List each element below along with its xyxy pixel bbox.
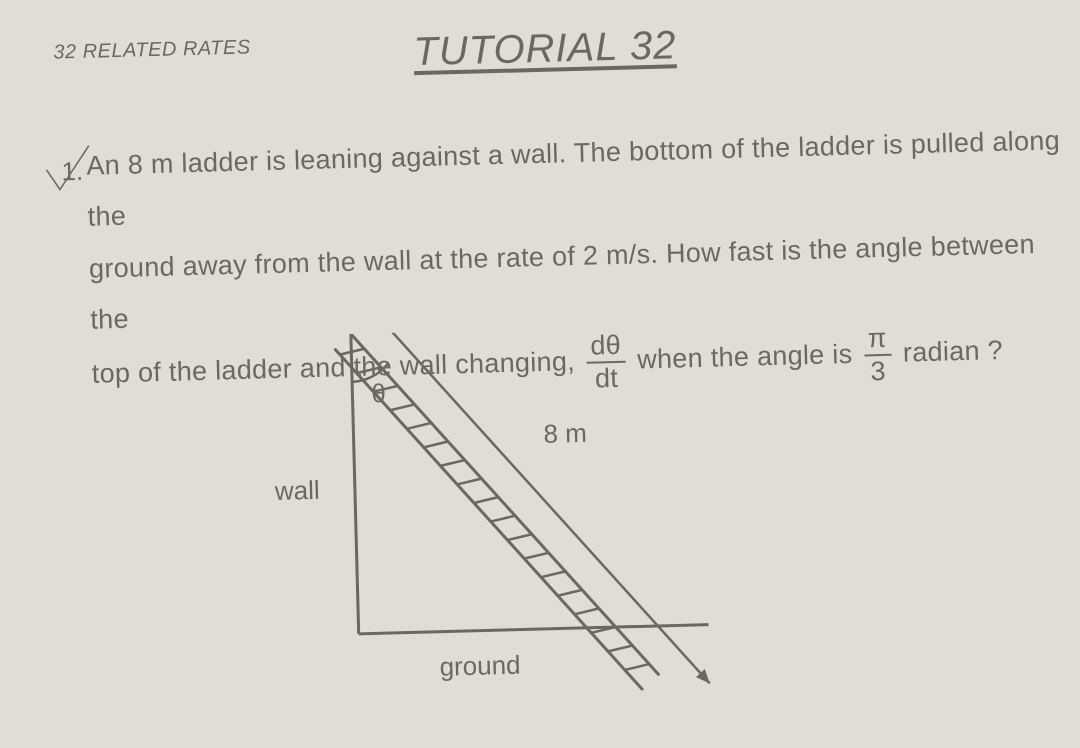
- problem-line-3c: radian ?: [903, 335, 1004, 368]
- ground-label: ground: [439, 650, 521, 683]
- page-title: TUTORIAL 32: [413, 23, 677, 75]
- ladder-length-label: 8 m: [543, 418, 587, 450]
- angle-theta-label: θ: [371, 378, 386, 409]
- question-number: 1.: [61, 156, 83, 188]
- wall-label: wall: [275, 475, 321, 507]
- ladder-diagram: wall ground 8 m θ: [271, 320, 881, 736]
- diagram-svg: [271, 320, 881, 736]
- page-header-left: 32 RELATED RATES: [53, 36, 251, 64]
